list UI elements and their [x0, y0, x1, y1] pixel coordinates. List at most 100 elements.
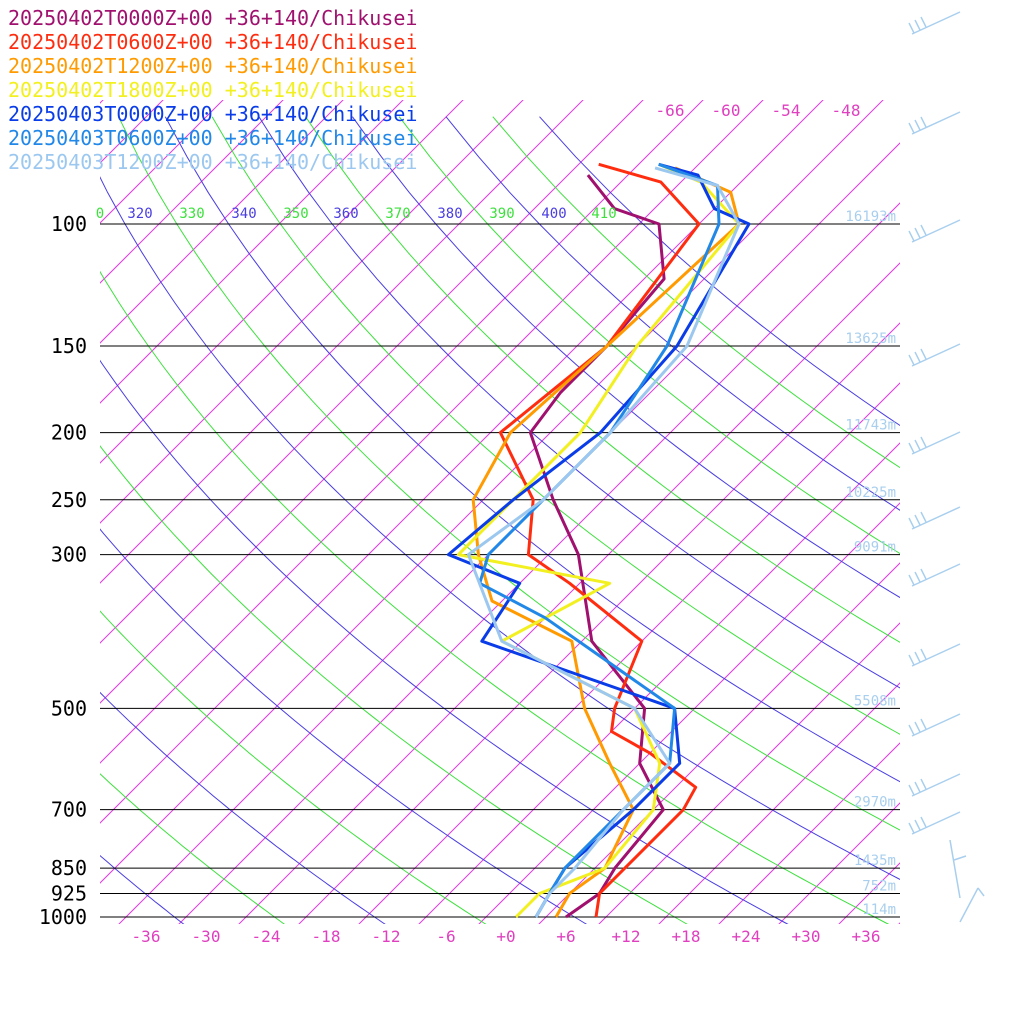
- legend-entry: 20250402T1800Z+00 +36+140/Chikusei: [8, 78, 418, 102]
- dry-adiabat-line: [258, 116, 900, 689]
- dry-adiabat-line: [211, 116, 900, 735]
- height-label: 752m: [862, 879, 896, 895]
- wind-barb: [908, 563, 961, 587]
- pressure-tick-label: 150: [51, 334, 87, 358]
- isotherm-line: [100, 100, 704, 704]
- isotherm-line: [100, 100, 764, 764]
- wind-barb: [908, 643, 961, 667]
- theta-label: 390: [489, 206, 514, 222]
- temperature-profile-7: [466, 166, 741, 918]
- wind-barb: [908, 343, 961, 367]
- dry-adiabat-line: [118, 116, 900, 831]
- temperature-tick-label: +0: [496, 927, 515, 946]
- pressure-tick-label: 850: [51, 856, 87, 880]
- temperature-tick-label: +24: [732, 927, 761, 946]
- temperature-tick-label: +30: [792, 927, 821, 946]
- isotherm-line: [178, 202, 900, 924]
- upper-temperature-label: -60: [712, 101, 741, 120]
- legend-entry: 20250403T1200Z+00 +36+140/Chikusei: [8, 150, 418, 174]
- isotherm-line: [0, 70, 13, 945]
- wind-barb: [908, 11, 961, 35]
- wind-barb: [908, 773, 961, 797]
- isotherm-line: [100, 100, 824, 824]
- pressure-tick-label: 925: [51, 882, 87, 906]
- isotherm-line: [778, 802, 900, 924]
- temperature-tick-label: -18: [312, 927, 341, 946]
- pressure-tick-label: 1000: [39, 905, 87, 929]
- isotherm-line: [100, 100, 344, 344]
- isotherm-line: [100, 100, 584, 584]
- height-label: 5508m: [854, 693, 896, 709]
- theta-label: 350: [283, 206, 308, 222]
- isotherm-line: [418, 442, 900, 924]
- height-label: 9091m: [854, 540, 896, 556]
- temperature-profile-1: [528, 174, 666, 919]
- isotherm-line: [100, 100, 464, 464]
- temperature-profile-4: [456, 162, 741, 919]
- legend-entry: 20250402T0000Z+00 +36+140/Chikusei: [8, 6, 418, 30]
- wind-barb: [959, 887, 985, 923]
- height-label: 1435m: [854, 853, 896, 869]
- wind-barb: [949, 839, 967, 899]
- wind-barb: [908, 111, 961, 135]
- dry-adiabat-line: [100, 691, 386, 924]
- temperature-tick-label: +6: [556, 927, 575, 946]
- temperature-tick-label: -30: [192, 927, 221, 946]
- isotherm-line: [838, 862, 900, 924]
- temperature-tick-label: +36: [852, 927, 881, 946]
- temperature-tick-label: -6: [436, 927, 455, 946]
- dry-adiabat-line: [445, 116, 900, 511]
- isotherm-line: [898, 922, 900, 924]
- dry-adiabat-line: [100, 176, 900, 880]
- isotherm-line: [718, 742, 900, 924]
- isotherm-line: [658, 682, 900, 924]
- isotherm-line: [478, 502, 900, 924]
- isotherm-line: [538, 562, 900, 924]
- upper-temperature-label: -54: [772, 101, 801, 120]
- isotherm-line: [298, 322, 900, 924]
- theta-label: 320: [127, 206, 152, 222]
- upper-temperature-label: -66: [656, 101, 685, 120]
- height-label: 11743m: [845, 418, 896, 434]
- theta-label: 330: [179, 206, 204, 222]
- isotherm-line: [100, 100, 644, 644]
- theta-label: 370: [385, 206, 410, 222]
- upper-temperature-label: -48: [832, 101, 861, 120]
- wind-barb: [908, 219, 961, 243]
- theta-label: 380: [437, 206, 462, 222]
- temperature-tick-label: -12: [372, 927, 401, 946]
- isotherm-line: [100, 100, 524, 524]
- height-label: 13625m: [845, 331, 896, 347]
- isotherm-line: [100, 100, 404, 404]
- temperature-tick-label: -36: [132, 927, 161, 946]
- legend-entry: 20250402T0600Z+00 +36+140/Chikusei: [8, 30, 418, 54]
- isotherm-line: [358, 382, 900, 924]
- temperature-tick-label: -24: [252, 927, 281, 946]
- chart-legend: 20250402T0000Z+00 +36+140/Chikusei 202504…: [8, 6, 417, 174]
- legend-entry: 20250402T1200Z+00 +36+140/Chikusei: [8, 54, 418, 78]
- dry-adiabat-line: [100, 445, 688, 924]
- dry-adiabat-line: [398, 116, 900, 555]
- temperature-profile-3: [471, 166, 741, 918]
- isotherm-line: [937, 70, 1024, 945]
- temperature-profile-2: [498, 162, 701, 918]
- dry-adiabat-line: [164, 116, 900, 783]
- dry-adiabat-line: [100, 773, 285, 924]
- pressure-tick-label: 250: [51, 488, 87, 512]
- theta-label: 0: [96, 206, 104, 222]
- isotherm-line: [997, 70, 1024, 945]
- isotherm-line: [598, 622, 900, 924]
- theta-label: 360: [333, 206, 358, 222]
- temperature-tick-label: +12: [612, 927, 641, 946]
- height-label: 2970m: [854, 795, 896, 811]
- height-label: 10225m: [845, 485, 896, 501]
- pressure-tick-label: 500: [51, 696, 87, 720]
- isotherm-line: [100, 100, 224, 224]
- wind-barb: [908, 506, 961, 530]
- pressure-tick-label: 700: [51, 798, 87, 822]
- legend-entry: 20250403T0000Z+00 +36+140/Chikusei: [8, 102, 418, 126]
- theta-label: 410: [591, 206, 616, 222]
- wind-barb: [908, 431, 961, 455]
- height-label: 114m: [862, 902, 896, 918]
